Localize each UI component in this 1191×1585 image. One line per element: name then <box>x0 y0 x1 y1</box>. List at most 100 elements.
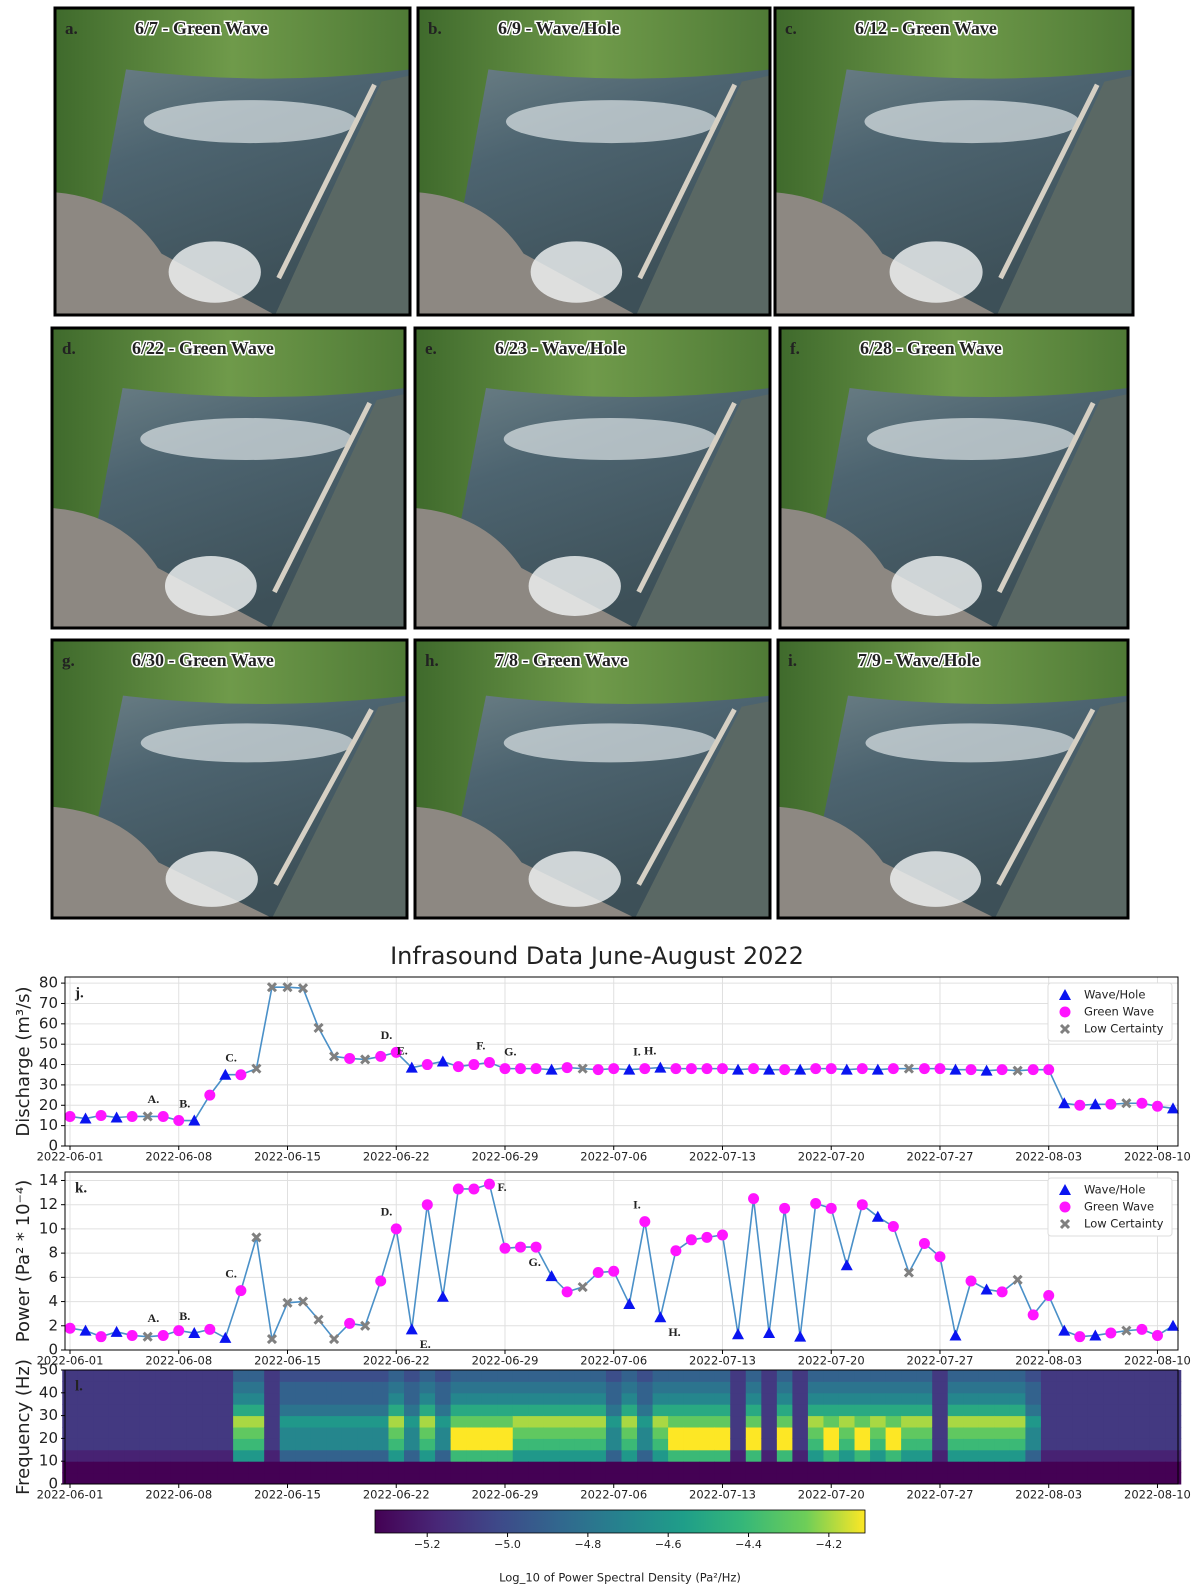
marker-triangle <box>732 1328 744 1339</box>
heat-cell <box>715 1381 731 1393</box>
annotation: C. <box>225 1050 237 1064</box>
heat-cell <box>218 1370 234 1382</box>
heat-cell <box>979 1416 995 1428</box>
heat-cell <box>124 1450 140 1462</box>
heat-cell <box>948 1473 964 1485</box>
heat-cell <box>311 1381 327 1393</box>
panel-label: e. <box>425 339 437 358</box>
heat-cell <box>715 1393 731 1405</box>
x-tick-label: 2022-06-15 <box>254 1354 321 1368</box>
heat-cell <box>699 1393 715 1405</box>
panel-caption: 6/28 - Green Wave <box>860 338 1002 358</box>
heat-cell <box>435 1370 451 1382</box>
heat-cell <box>730 1438 746 1450</box>
heat-cell <box>497 1473 513 1485</box>
marker-x <box>330 1335 338 1343</box>
heat-cell <box>1010 1370 1026 1382</box>
heat-cell <box>590 1381 606 1393</box>
heat-cell <box>1150 1427 1166 1439</box>
heat-cell <box>653 1438 669 1450</box>
marker-x <box>579 1283 587 1291</box>
marker-circle <box>562 1286 573 1297</box>
heat-cell <box>420 1427 436 1439</box>
photo-hole <box>166 851 258 907</box>
heat-cell <box>917 1427 933 1439</box>
heat-cell <box>715 1450 731 1462</box>
photo-wave <box>504 418 717 460</box>
x-tick-label: 2022-06-08 <box>145 1150 212 1164</box>
heat-cell <box>280 1473 296 1485</box>
series-line <box>70 1184 1173 1339</box>
marker-circle <box>468 1183 479 1194</box>
heat-cell <box>404 1473 420 1485</box>
heat-cell <box>404 1393 420 1405</box>
heat-cell <box>994 1381 1010 1393</box>
heat-cell <box>187 1427 203 1439</box>
heat-cell <box>575 1381 591 1393</box>
page: Infrasound Data June-August 2022 a.6/7 -… <box>0 0 1191 1585</box>
heat-cell <box>78 1438 94 1450</box>
heat-cell <box>715 1427 731 1439</box>
marker-circle <box>997 1286 1008 1297</box>
heat-cell <box>155 1461 171 1473</box>
heat-cell <box>622 1381 638 1393</box>
heat-cell <box>761 1370 777 1382</box>
heat-cell <box>373 1450 389 1462</box>
marker-triangle <box>623 1298 635 1309</box>
heat-cell <box>808 1381 824 1393</box>
heat-cell <box>684 1473 700 1485</box>
heat-cell <box>233 1461 249 1473</box>
heat-cell <box>249 1416 265 1428</box>
marker-circle <box>919 1238 930 1249</box>
heat-cell <box>109 1427 125 1439</box>
heat-cell <box>202 1427 218 1439</box>
heat-cell <box>342 1427 358 1439</box>
heat-cell <box>109 1393 125 1405</box>
heat-cell <box>280 1381 296 1393</box>
heat-cell <box>482 1473 498 1485</box>
heat-cell <box>264 1370 280 1382</box>
heat-cell <box>948 1438 964 1450</box>
heat-cell <box>653 1416 669 1428</box>
marker-circle <box>422 1199 433 1210</box>
heat-cell <box>140 1370 156 1382</box>
heat-cell <box>668 1461 684 1473</box>
heat-cell <box>187 1370 203 1382</box>
heat-cell <box>808 1461 824 1473</box>
heat-cell <box>1041 1438 1057 1450</box>
photo-panel: f.6/28 - Green Wave <box>780 328 1128 628</box>
heat-cell <box>357 1461 373 1473</box>
heat-cell <box>917 1393 933 1405</box>
y-tick-label: 30 <box>39 1406 58 1424</box>
heat-cell <box>808 1416 824 1428</box>
heat-cell <box>544 1461 560 1473</box>
heat-cell <box>886 1438 902 1450</box>
heat-cell <box>746 1461 762 1473</box>
heat-cell <box>1103 1381 1119 1393</box>
heat-cell <box>746 1404 762 1416</box>
heat-cell <box>777 1393 793 1405</box>
marker-circle <box>670 1245 681 1256</box>
heat-cell <box>1088 1473 1104 1485</box>
heat-cell <box>140 1381 156 1393</box>
heat-cell <box>1056 1370 1072 1382</box>
photo-hole <box>891 556 981 616</box>
heat-cell <box>994 1404 1010 1416</box>
marker-circle <box>235 1285 246 1296</box>
heat-cell <box>746 1473 762 1485</box>
heat-cell <box>233 1473 249 1485</box>
heat-cell <box>808 1393 824 1405</box>
heat-cell <box>963 1461 979 1473</box>
heat-cell <box>404 1438 420 1450</box>
heat-cell <box>513 1450 529 1462</box>
heat-cell <box>622 1438 638 1450</box>
heat-cell <box>746 1438 762 1450</box>
heat-cell <box>528 1416 544 1428</box>
heat-cell <box>994 1450 1010 1462</box>
heat-cell <box>373 1370 389 1382</box>
heat-cell <box>870 1438 886 1450</box>
heat-cell <box>1041 1461 1057 1473</box>
heat-cell <box>109 1461 125 1473</box>
heat-cell <box>280 1450 296 1462</box>
heat-cell <box>497 1427 513 1439</box>
